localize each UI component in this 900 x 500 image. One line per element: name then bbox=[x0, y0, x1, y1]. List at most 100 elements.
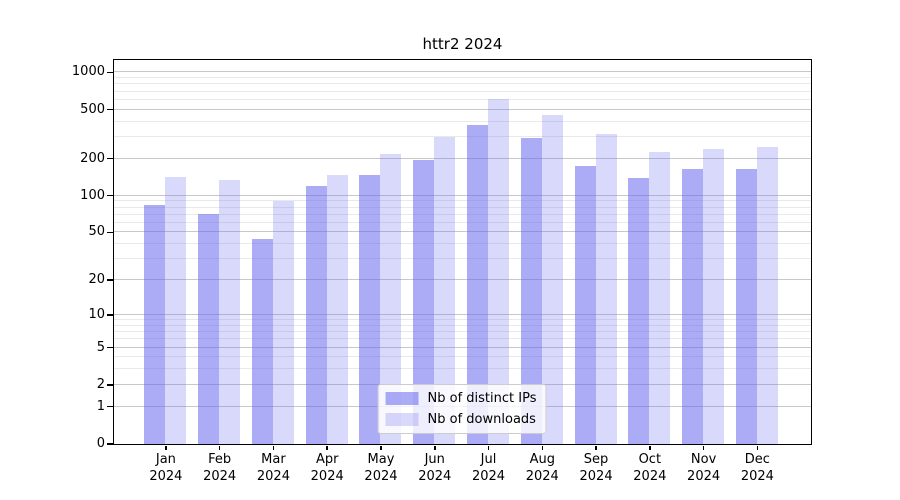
legend: Nb of distinct IPs Nb of downloads bbox=[377, 383, 547, 434]
gridline-major bbox=[113, 231, 811, 233]
bar-distinct-ips bbox=[574, 165, 596, 444]
bar-downloads bbox=[649, 152, 671, 444]
legend-swatch-distinct-ips bbox=[385, 391, 419, 405]
y-tick-label: 20 bbox=[88, 272, 105, 288]
y-tick-label: 1000 bbox=[71, 64, 105, 80]
bar-downloads bbox=[434, 137, 456, 444]
gridline-minor bbox=[113, 206, 811, 208]
bar-distinct-ips bbox=[628, 178, 650, 444]
x-tick-mark bbox=[326, 445, 328, 450]
x-tick-mark bbox=[702, 445, 705, 450]
x-tick-mark bbox=[272, 445, 275, 450]
y-tick-mark bbox=[106, 384, 113, 386]
x-tick-mark bbox=[434, 445, 436, 450]
y-tick-mark bbox=[106, 405, 113, 408]
gridline-minor bbox=[113, 83, 811, 85]
plot-area: Nb of distinct IPs Nb of downloads bbox=[112, 58, 812, 445]
x-tick-label: Dec 2024 bbox=[740, 452, 774, 484]
x-tick-mark bbox=[165, 445, 167, 450]
bar-downloads bbox=[541, 114, 563, 444]
legend-item-distinct-ips: Nb of distinct IPs bbox=[385, 390, 537, 406]
x-tick-label: Sep 2024 bbox=[579, 452, 613, 484]
x-tick-label: Aug 2024 bbox=[525, 452, 559, 484]
x-tick-mark bbox=[380, 445, 382, 450]
bar-downloads bbox=[380, 153, 402, 444]
y-tick-label: 2 bbox=[96, 376, 105, 392]
bar-downloads bbox=[219, 179, 241, 444]
x-tick-mark bbox=[756, 445, 759, 450]
gridline-minor bbox=[113, 90, 811, 92]
gridline-minor bbox=[113, 368, 811, 370]
y-tick-mark bbox=[106, 231, 113, 234]
gridline-minor bbox=[113, 200, 811, 202]
bar-downloads bbox=[595, 134, 617, 444]
x-tick-mark bbox=[487, 445, 490, 450]
bar-downloads bbox=[488, 99, 510, 444]
gridline-minor bbox=[113, 135, 811, 137]
x-tick-mark bbox=[541, 445, 544, 450]
bar-downloads bbox=[326, 175, 348, 444]
bar-distinct-ips bbox=[198, 214, 220, 444]
x-tick-label: Jun 2024 bbox=[418, 452, 452, 484]
x-tick-label: Oct 2024 bbox=[633, 452, 667, 484]
bar-downloads bbox=[165, 177, 187, 444]
bar-downloads bbox=[703, 149, 725, 444]
gridline-minor bbox=[113, 98, 811, 100]
gridline-major bbox=[113, 157, 811, 159]
x-tick-label: Apr 2024 bbox=[310, 452, 344, 484]
x-tick-mark bbox=[595, 445, 597, 450]
chart-title: httr2 2024 bbox=[422, 35, 503, 53]
gridline-minor bbox=[113, 243, 811, 245]
legend-item-downloads: Nb of downloads bbox=[385, 411, 537, 427]
gridline-minor bbox=[113, 77, 811, 78]
x-tick-label: Feb 2024 bbox=[203, 452, 237, 484]
bar-distinct-ips bbox=[735, 169, 757, 444]
y-tick-mark bbox=[106, 108, 113, 111]
bar-downloads bbox=[756, 147, 778, 444]
y-tick-label: 200 bbox=[80, 150, 105, 166]
y-tick-label: 500 bbox=[80, 101, 105, 117]
gridline-minor bbox=[113, 258, 811, 260]
y-tick-label: 10 bbox=[88, 307, 105, 322]
legend-swatch-downloads bbox=[385, 412, 419, 426]
x-tick-mark bbox=[218, 445, 221, 450]
y-tick-label: 1 bbox=[96, 398, 105, 414]
bar-distinct-ips bbox=[467, 125, 489, 444]
bar-downloads bbox=[272, 200, 294, 444]
gridline-minor bbox=[113, 319, 811, 321]
y-tick-mark bbox=[106, 194, 113, 197]
y-tick-label: 0 bbox=[96, 436, 105, 451]
x-tick-label: Jan 2024 bbox=[149, 452, 183, 484]
gridline-minor bbox=[113, 356, 811, 358]
y-tick-mark bbox=[106, 71, 113, 74]
bar-distinct-ips bbox=[251, 238, 273, 444]
bar-distinct-ips bbox=[305, 185, 327, 444]
gridline-minor bbox=[113, 338, 811, 340]
bar-distinct-ips bbox=[682, 168, 704, 444]
y-tick-mark bbox=[106, 346, 113, 349]
y-tick-mark bbox=[106, 157, 113, 160]
y-tick-mark bbox=[106, 314, 113, 316]
gridline-major bbox=[113, 108, 811, 110]
y-tick-label: 5 bbox=[96, 339, 105, 355]
x-tick-label: May 2024 bbox=[364, 452, 398, 484]
x-tick-label: Mar 2024 bbox=[256, 452, 290, 484]
gridline-major bbox=[113, 346, 811, 348]
gridline-minor bbox=[113, 221, 811, 223]
legend-label-downloads: Nb of downloads bbox=[427, 411, 536, 427]
legend-label-distinct-ips: Nb of distinct IPs bbox=[427, 390, 537, 406]
gridline-major bbox=[113, 71, 811, 73]
bar-distinct-ips bbox=[359, 174, 381, 444]
y-tick-label: 100 bbox=[80, 187, 105, 203]
y-tick-mark bbox=[106, 443, 113, 445]
x-tick-label: Jul 2024 bbox=[471, 452, 506, 484]
gridline-minor bbox=[113, 324, 811, 326]
y-tick-label: 50 bbox=[88, 224, 105, 240]
gridline-minor bbox=[113, 331, 811, 333]
x-tick-label: Nov 2024 bbox=[687, 452, 721, 484]
y-tick-mark bbox=[106, 279, 113, 281]
bar-distinct-ips bbox=[144, 205, 166, 444]
gridline-minor bbox=[113, 213, 811, 215]
bar-distinct-ips bbox=[413, 160, 435, 444]
gridline-major bbox=[113, 194, 811, 196]
